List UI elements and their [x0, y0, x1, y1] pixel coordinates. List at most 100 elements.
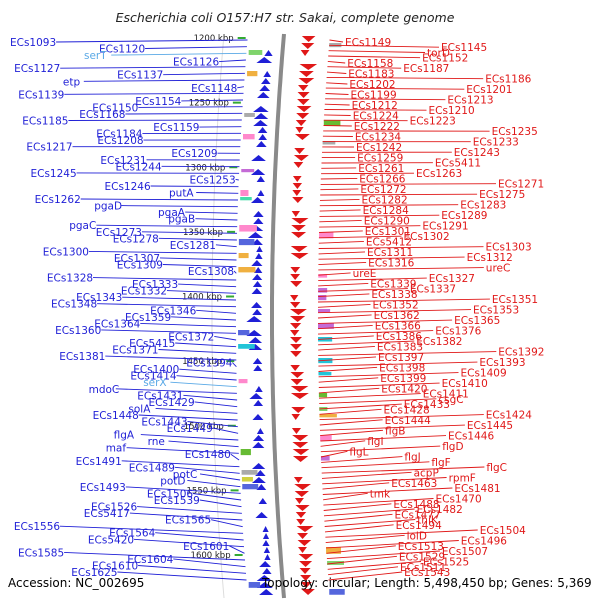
leader-line [318, 335, 374, 340]
leader-line [175, 342, 237, 348]
left-gene-label: ECs1526 [91, 502, 137, 514]
right-gene-label: ECs1261 [358, 163, 404, 175]
leader-line [328, 566, 399, 576]
forward-gene-arrow [294, 498, 304, 504]
leader-line [318, 356, 377, 362]
right-gene-label: ECs1282 [362, 194, 408, 206]
reverse-gene-arrow [257, 190, 265, 196]
reverse-gene-arrow [250, 197, 265, 203]
right-gene-label: ECs1488 [393, 499, 439, 511]
right-gene-label: ECs1445 [467, 420, 513, 432]
left-gene-label: ECs1394 [186, 358, 232, 370]
right-gene-label: ECs1339 [370, 278, 416, 290]
left-gene-label: ECs1245 [31, 168, 77, 180]
right-gene-label: ECs1409 [461, 368, 507, 380]
leader-line [318, 246, 484, 249]
leader-line [322, 482, 390, 490]
feature-block [242, 484, 259, 490]
forward-gene-arrow [295, 120, 307, 126]
right-gene-label: ECs5411 [435, 158, 481, 170]
right-gene-label: thiK [417, 515, 439, 527]
leader-line [326, 545, 396, 554]
reverse-gene-arrow [252, 274, 263, 280]
leader-line [320, 450, 348, 458]
leader-line [122, 296, 237, 301]
leader-line [129, 512, 243, 521]
leader-line [318, 277, 427, 282]
leader-line [219, 59, 246, 63]
forward-gene-arrow [294, 491, 309, 497]
leader-line [125, 112, 243, 115]
right-gene-label: ECs1312 [467, 252, 513, 264]
leader-line [324, 524, 394, 533]
leader-line [235, 178, 239, 181]
left-gene-label: pgaB [168, 214, 195, 226]
reverse-gene-arrow [254, 267, 263, 273]
leader-line [319, 230, 363, 233]
feature-block [240, 190, 249, 197]
leader-line [319, 414, 484, 421]
right-gene-label: ECs1303 [486, 242, 532, 254]
left-gene-label: ECs1184 [96, 129, 142, 141]
right-gene-label: flgL [349, 446, 368, 458]
leader-line [320, 183, 497, 185]
leader-line [324, 103, 350, 106]
forward-gene-arrow [292, 183, 303, 189]
leader-line [187, 421, 238, 428]
right-gene-label: ECs1272 [360, 184, 406, 196]
leader-line [162, 264, 237, 268]
feature-block [238, 253, 249, 259]
feature-block [238, 330, 250, 336]
feature-block [241, 470, 258, 475]
kbp-tick-label: 1300 kbp [185, 163, 225, 173]
leader-line [319, 204, 459, 207]
leader-line [96, 224, 238, 228]
reverse-gene-arrow [255, 512, 268, 518]
left-gene-label: potC [173, 469, 198, 481]
right-gene-label: ECs1470 [436, 494, 482, 506]
left-gene-label: ECs1307 [114, 253, 160, 265]
forward-gene-arrow [290, 281, 303, 287]
leader-line [326, 540, 459, 549]
leader-line [181, 99, 244, 102]
forward-gene-arrow [300, 575, 312, 581]
feature-block [319, 414, 337, 418]
feature-block [318, 309, 331, 313]
left-gene-label: ECs1300 [43, 246, 89, 258]
forward-gene-arrow [290, 295, 299, 301]
left-gene-label: ECs1371 [112, 345, 158, 357]
left-gene-label: serT [84, 50, 107, 62]
right-gene-label: acpP [414, 467, 439, 479]
forward-gene-arrow [295, 512, 307, 518]
right-gene-label: torD [427, 48, 450, 60]
leader-line [319, 424, 465, 431]
right-gene-label: tmk [370, 488, 391, 500]
left-gene-label: ECs5417 [84, 508, 130, 520]
leader-line [326, 550, 440, 560]
leader-line [319, 209, 361, 212]
leader-line [155, 407, 238, 414]
reverse-gene-arrow [257, 92, 270, 98]
forward-gene-arrow [291, 414, 301, 420]
left-gene-label: ECs1137 [117, 70, 163, 82]
leader-line [328, 50, 426, 53]
right-gene-label: flgI [367, 436, 383, 448]
left-gene-label: ECs1120 [99, 44, 145, 56]
forward-gene-arrow [301, 43, 315, 49]
reverse-gene-arrow [261, 78, 271, 84]
forward-gene-arrow [292, 197, 304, 203]
forward-gene-arrow [290, 302, 301, 308]
leader-line [326, 76, 484, 80]
forward-gene-arrow [290, 386, 309, 392]
forward-gene-arrow [290, 372, 305, 378]
right-gene-label: ureC [486, 263, 511, 275]
reverse-gene-arrow [258, 498, 267, 504]
leader-line [317, 330, 434, 335]
right-gene-label: ECs1311 [367, 247, 413, 259]
left-gene-label: ECs1244 [116, 161, 162, 173]
leader-line [187, 479, 241, 488]
left-gene-label: ECs1449 [167, 423, 213, 435]
right-gene-label: ECs1386 [376, 331, 422, 343]
left-gene-label: ECs1185 [22, 116, 68, 128]
forward-gene-arrow [290, 337, 302, 343]
